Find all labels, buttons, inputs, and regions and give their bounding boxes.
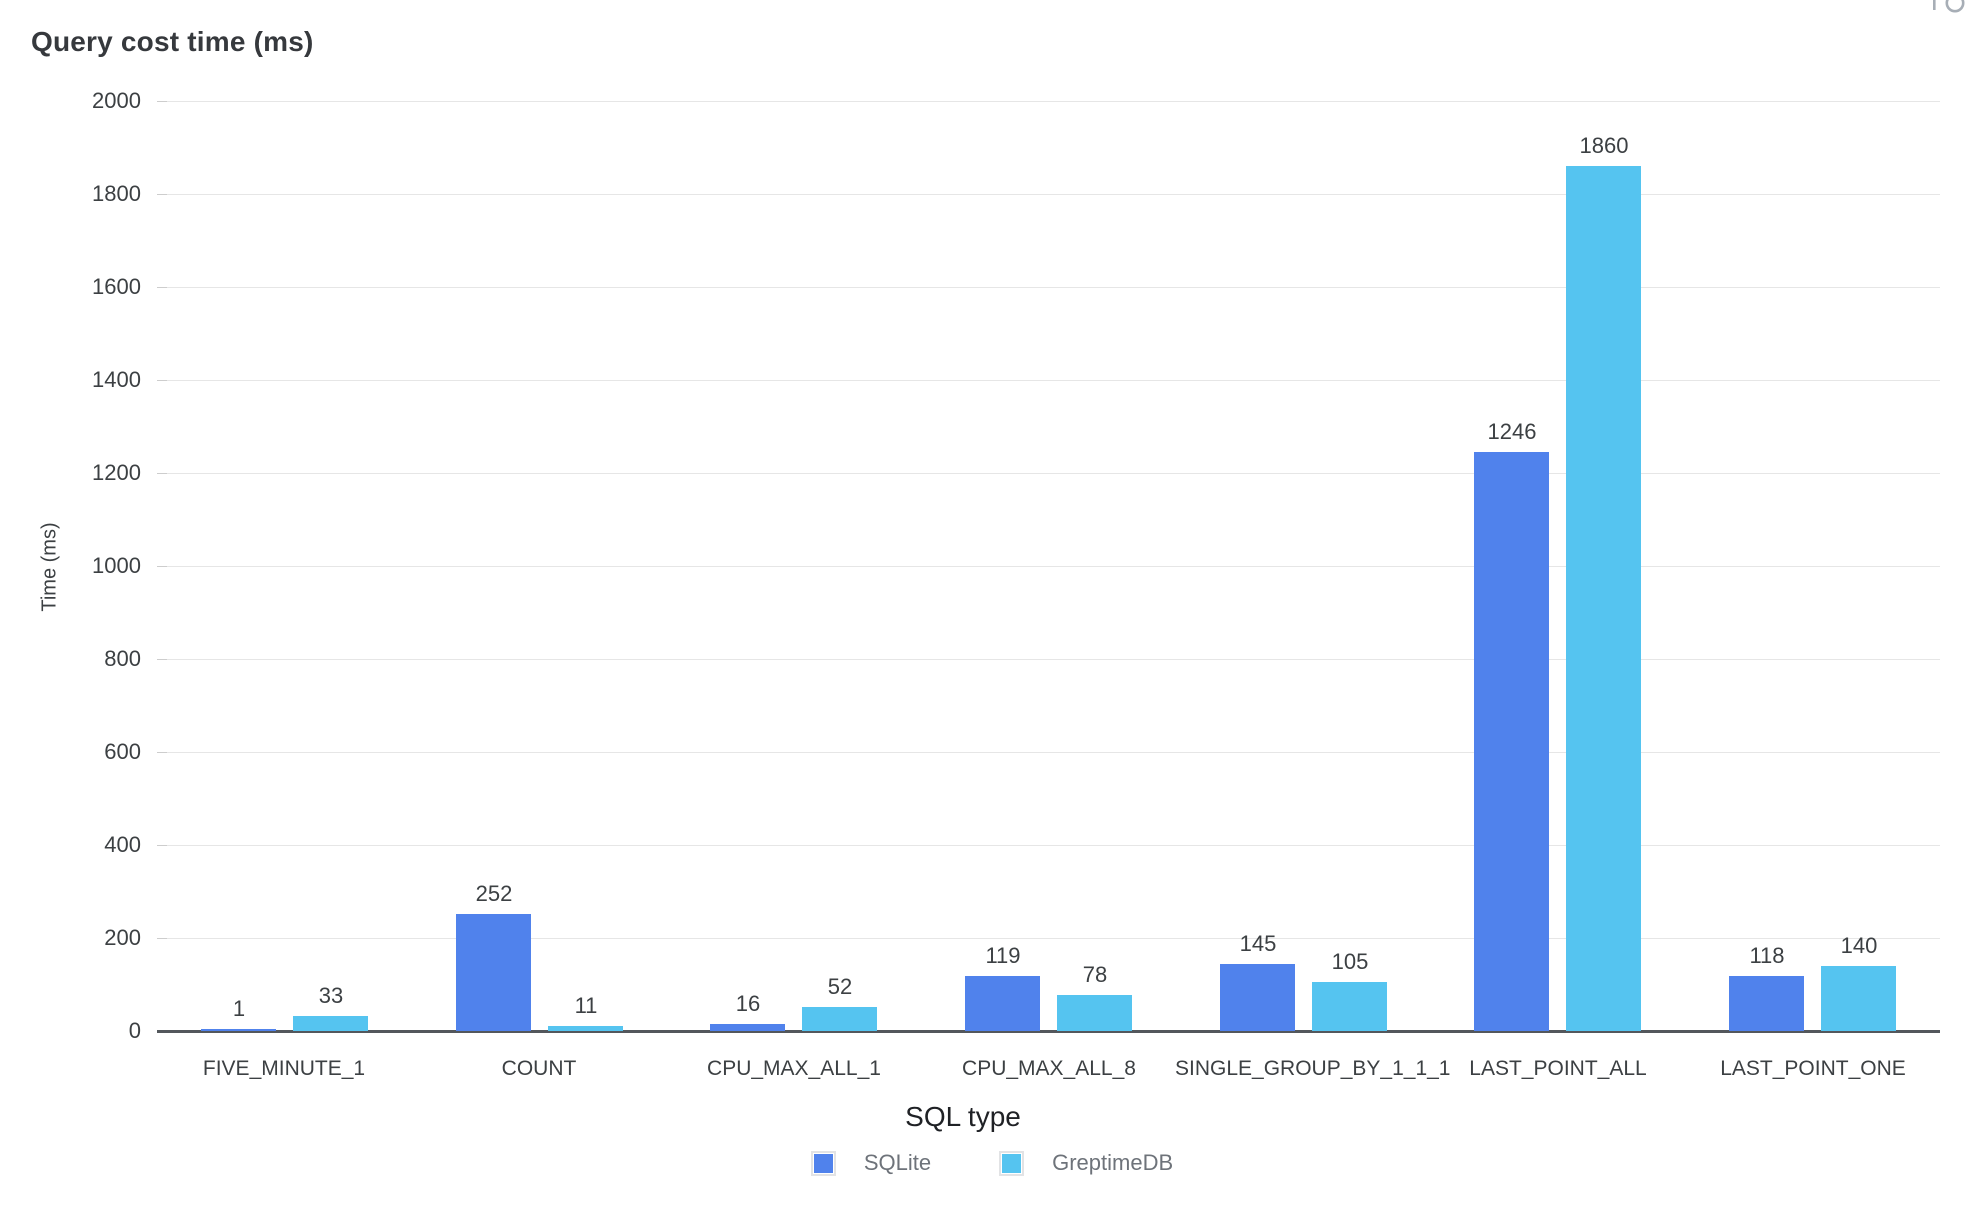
y-tick-800	[157, 659, 167, 660]
value-label-GreptimeDB-SINGLE_GROUP_BY_1_1_1: 105	[1331, 949, 1369, 974]
y-tick-1600	[157, 287, 167, 288]
y-tick-label-200: 200	[104, 925, 141, 950]
x-category-label-LAST_POINT_ALL: LAST_POINT_ALL	[1469, 1057, 1647, 1080]
x-category-label-COUNT: COUNT	[501, 1057, 577, 1080]
value-label-SQLite-CPU_MAX_ALL_1: 16	[735, 991, 761, 1016]
bar-GreptimeDB-CPU_MAX_ALL_8	[1057, 995, 1132, 1031]
legend: SQLite GreptimeDB	[0, 1150, 1984, 1176]
bar-GreptimeDB-SINGLE_GROUP_BY_1_1_1	[1312, 982, 1387, 1031]
y-tick-label-800: 800	[104, 646, 141, 671]
x-category-label-CPU_MAX_ALL_1: CPU_MAX_ALL_1	[707, 1057, 881, 1080]
value-label-SQLite-SINGLE_GROUP_BY_1_1_1: 145	[1239, 931, 1277, 956]
clipped-toolbar-icon[interactable]	[1926, 0, 1970, 17]
y-tick-label-2000: 2000	[92, 88, 141, 113]
legend-swatch-SQLite	[810, 1150, 836, 1176]
bar-SQLite-COUNT	[456, 914, 531, 1031]
gridline-2000	[157, 101, 1940, 102]
partial-circle-icon	[1945, 0, 1965, 13]
y-tick-label-1200: 1200	[92, 460, 141, 485]
bar-SQLite-CPU_MAX_ALL_1	[710, 1024, 785, 1031]
bar-SQLite-LAST_POINT_ONE	[1729, 976, 1804, 1031]
legend-swatch-GreptimeDB	[999, 1150, 1025, 1176]
y-tick-2000	[157, 101, 167, 102]
x-axis-baseline	[157, 1030, 1940, 1033]
legend-label-GreptimeDB: GreptimeDB	[1052, 1150, 1174, 1175]
legend-item-SQLite: SQLite	[810, 1150, 932, 1176]
value-label-SQLite-LAST_POINT_ALL: 1246	[1487, 419, 1537, 444]
value-label-SQLite-LAST_POINT_ONE: 118	[1749, 943, 1785, 968]
gridline-600	[157, 752, 1940, 753]
y-tick-label-1800: 1800	[92, 181, 141, 206]
value-label-GreptimeDB-CPU_MAX_ALL_8: 78	[1082, 962, 1108, 987]
gridline-400	[157, 845, 1940, 846]
value-label-SQLite-COUNT: 252	[475, 881, 513, 906]
bar-SQLite-FIVE_MINUTE_1	[201, 1029, 276, 1031]
y-tick-label-0: 0	[128, 1018, 141, 1043]
legend-label-SQLite: SQLite	[863, 1150, 932, 1175]
gridline-1400	[157, 380, 1940, 381]
x-category-label-FIVE_MINUTE_1: FIVE_MINUTE_1	[202, 1057, 366, 1080]
bar-GreptimeDB-FIVE_MINUTE_1	[293, 1016, 368, 1031]
value-label-GreptimeDB-LAST_POINT_ONE: 140	[1840, 933, 1878, 958]
legend-swatch-fill	[813, 1153, 833, 1173]
bar-GreptimeDB-LAST_POINT_ALL	[1566, 166, 1641, 1031]
x-category-label-LAST_POINT_ONE: LAST_POINT_ONE	[1720, 1057, 1906, 1080]
legend-item-GreptimeDB: GreptimeDB	[999, 1150, 1173, 1176]
gridline-800	[157, 659, 1940, 660]
y-tick-label-600: 600	[104, 739, 141, 764]
value-label-GreptimeDB-COUNT: 11	[574, 993, 598, 1018]
toolbar-divider-icon	[1933, 0, 1936, 10]
y-tick-200	[157, 938, 167, 939]
y-tick-600	[157, 752, 167, 753]
gridline-1800	[157, 194, 1940, 195]
gridline-1200	[157, 473, 1940, 474]
bar-SQLite-CPU_MAX_ALL_8	[965, 976, 1040, 1031]
bar-SQLite-LAST_POINT_ALL	[1474, 452, 1549, 1031]
y-tick-1800	[157, 194, 167, 195]
value-label-SQLite-FIVE_MINUTE_1: 1	[232, 996, 246, 1021]
y-tick-label-1600: 1600	[92, 274, 141, 299]
value-label-SQLite-CPU_MAX_ALL_8: 119	[985, 943, 1021, 968]
bar-SQLite-SINGLE_GROUP_BY_1_1_1	[1220, 964, 1295, 1031]
bar-GreptimeDB-CPU_MAX_ALL_1	[802, 1007, 877, 1031]
y-tick-1000	[157, 566, 167, 567]
value-label-GreptimeDB-LAST_POINT_ALL: 1860	[1579, 133, 1629, 158]
y-tick-1200	[157, 473, 167, 474]
chart-title: Query cost time (ms)	[31, 26, 314, 57]
y-tick-400	[157, 845, 167, 846]
gridline-1000	[157, 566, 1940, 567]
y-tick-label-400: 400	[104, 832, 141, 857]
legend-swatch-fill	[1002, 1153, 1022, 1173]
gridline-1600	[157, 287, 1940, 288]
y-tick-label-1000: 1000	[92, 553, 141, 578]
y-tick-1400	[157, 380, 167, 381]
x-category-label-SINGLE_GROUP_BY_1_1_1: SINGLE_GROUP_BY_1_1_1	[1175, 1057, 1451, 1080]
value-label-GreptimeDB-FIVE_MINUTE_1: 33	[318, 983, 344, 1008]
x-category-label-CPU_MAX_ALL_8: CPU_MAX_ALL_8	[962, 1057, 1136, 1080]
value-label-GreptimeDB-CPU_MAX_ALL_1: 52	[827, 974, 853, 999]
bar-GreptimeDB-LAST_POINT_ONE	[1821, 966, 1896, 1031]
y-tick-label-1400: 1400	[92, 367, 141, 392]
x-axis-title: SQL type	[905, 1101, 1021, 1132]
bar-GreptimeDB-COUNT	[548, 1026, 623, 1031]
gridline-200	[157, 938, 1940, 939]
